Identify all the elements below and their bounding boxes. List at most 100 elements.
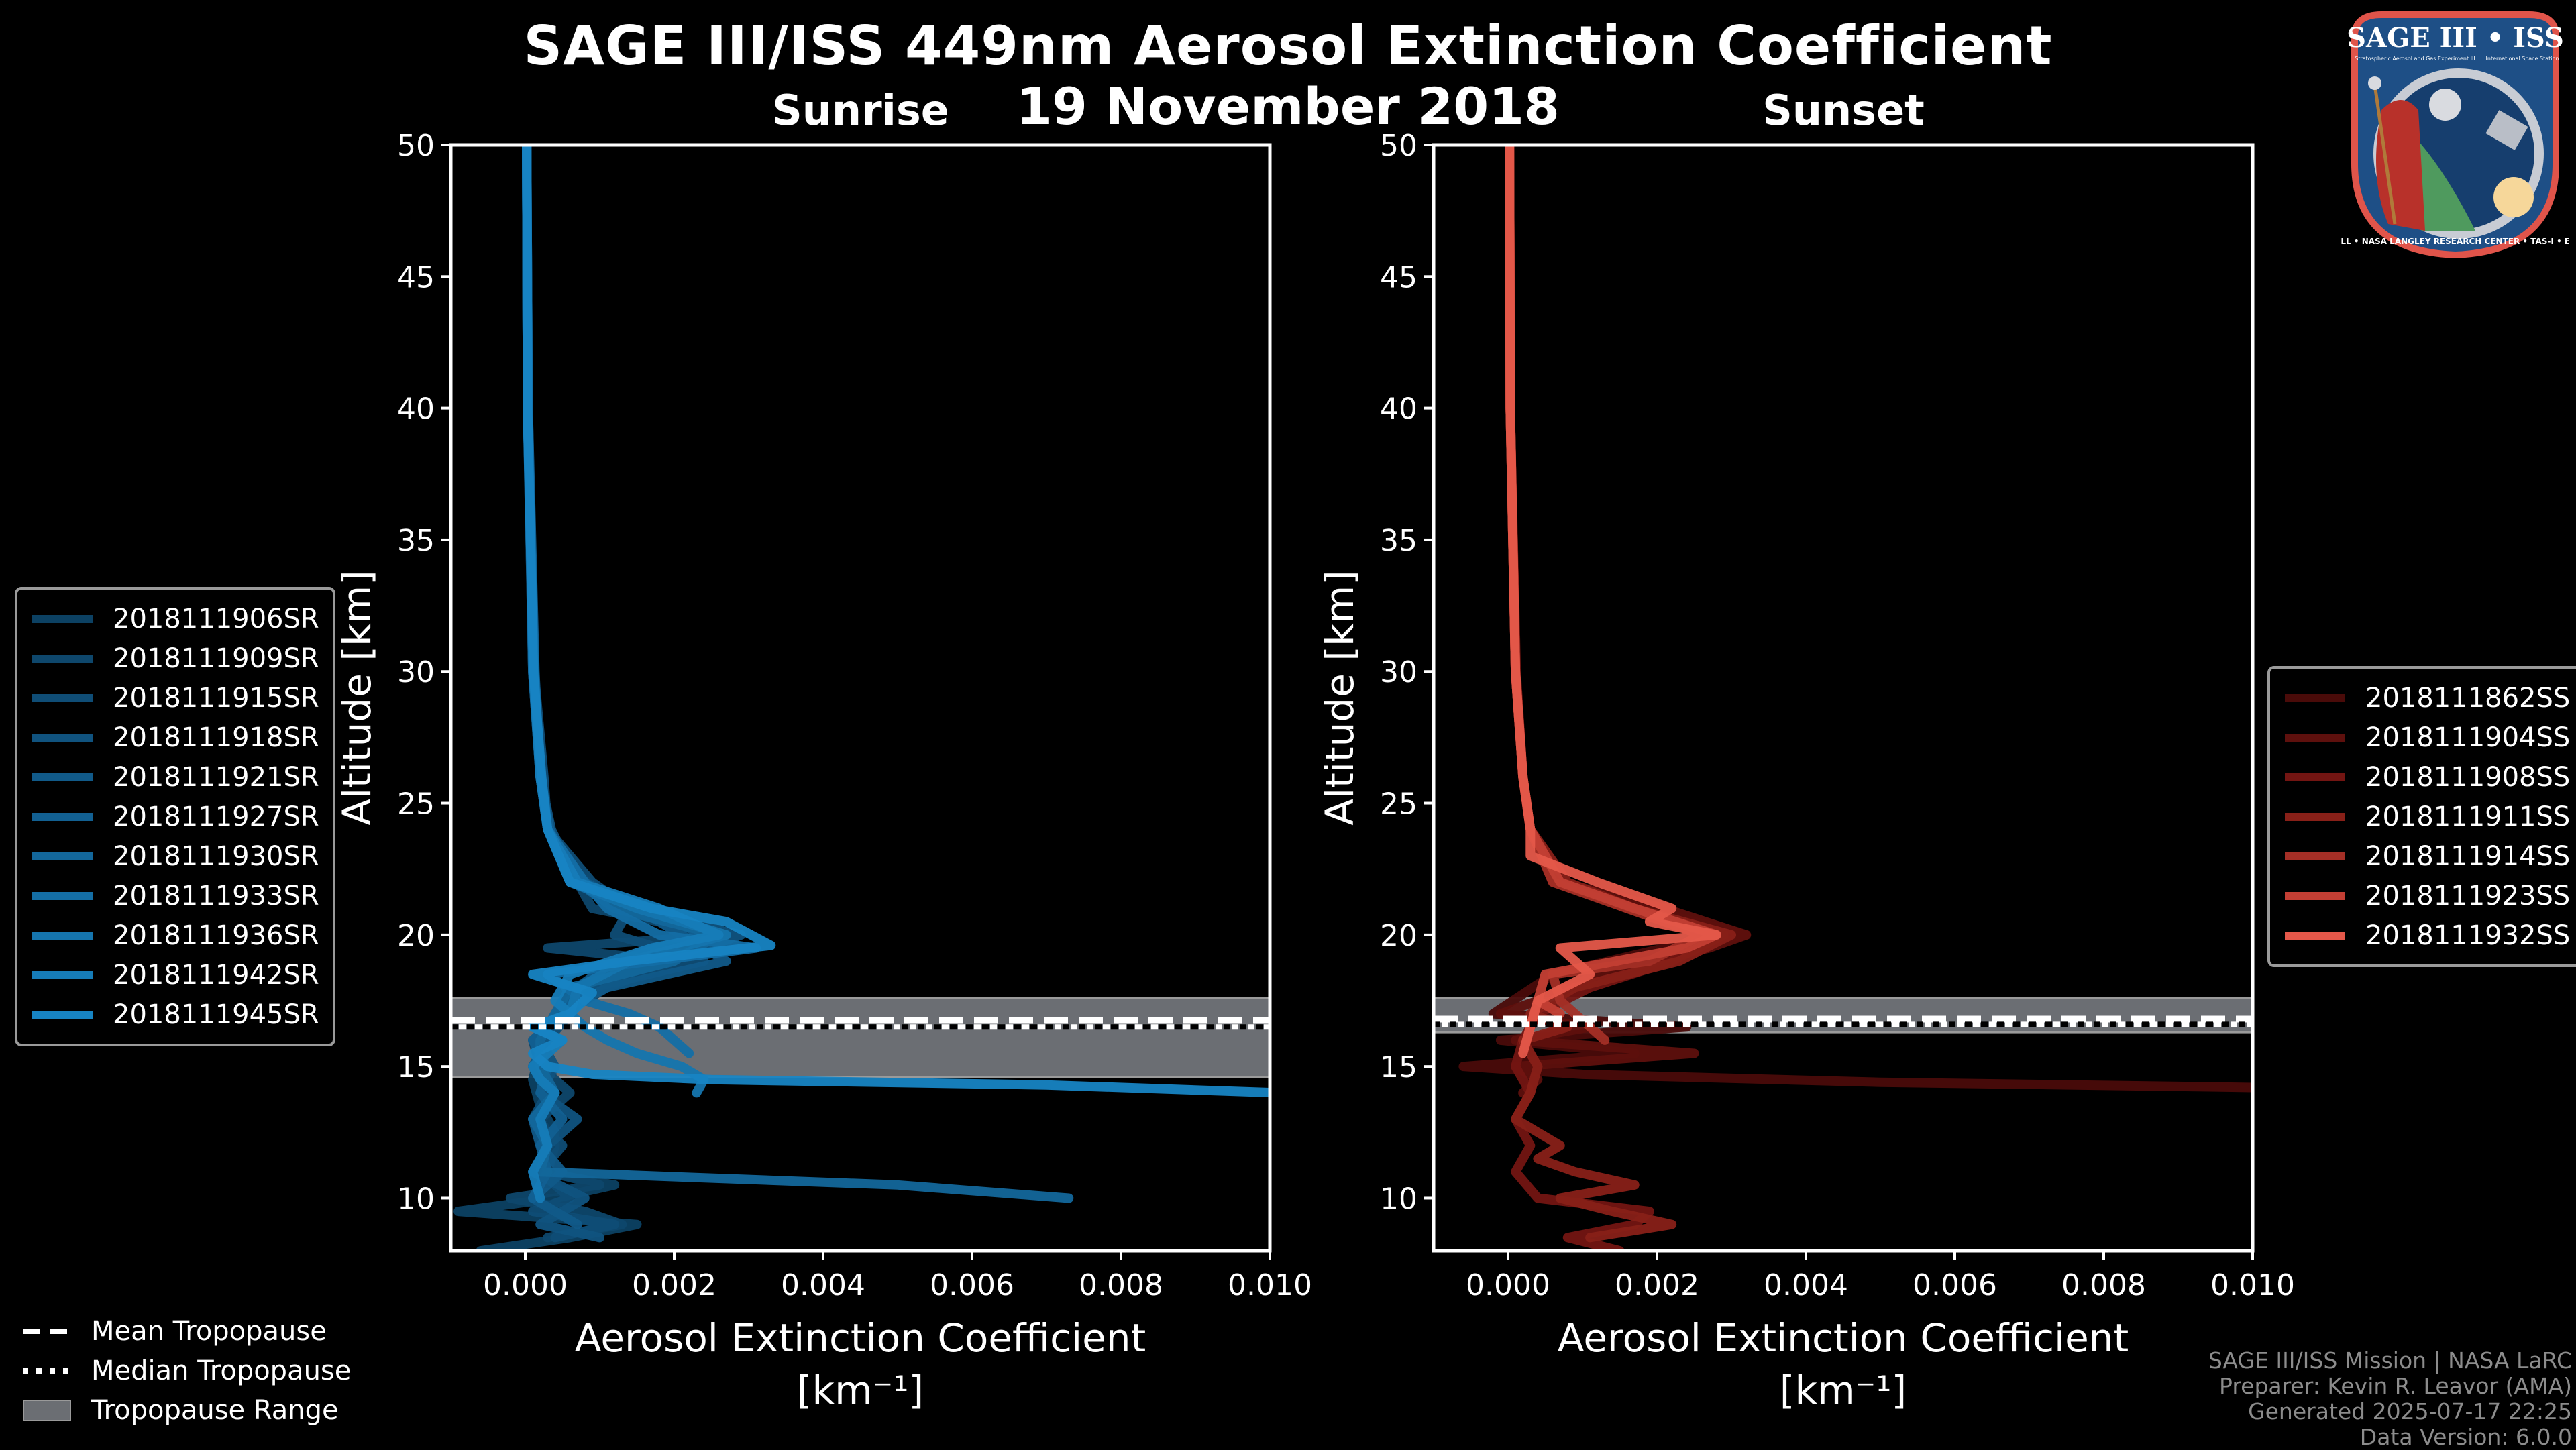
logo-subtitle-right: International Space Station — [2486, 56, 2559, 62]
legend-item: 2018111932SS — [2285, 915, 2570, 955]
legend-swatch — [32, 812, 93, 821]
legend-label: 2018111915SR — [113, 682, 319, 714]
legend-swatch — [2285, 852, 2345, 860]
y-tick-label: 50 — [1380, 129, 1417, 163]
legend-label: 2018111909SR — [113, 643, 319, 674]
legend-item: 2018111921SR — [32, 757, 319, 797]
x-tick-label: 0.008 — [2061, 1268, 2146, 1302]
profile-2018111945SR — [522, 145, 1270, 1098]
range-band-icon — [23, 1399, 71, 1421]
credit-generated: Generated 2025-07-17 22:25 — [2248, 1398, 2572, 1425]
legend-swatch — [2285, 891, 2345, 900]
legend-item: 2018111914SS — [2285, 836, 2570, 876]
legend-item: 2018111923SS — [2285, 876, 2570, 915]
x-tick-label: 0.004 — [1764, 1268, 1848, 1302]
iss-icon — [2485, 110, 2528, 150]
x-axis-label: Aerosol Extinction Coefficient — [1558, 1315, 2129, 1361]
legend-item: 2018111942SR — [32, 955, 319, 995]
legend-swatch — [32, 931, 93, 940]
credits-block: SAGE III/ISS Mission | NASA LaRC Prepare… — [2208, 1348, 2572, 1450]
credit-preparer: Preparer: Kevin R. Leavor (AMA) — [2219, 1373, 2572, 1399]
y-tick-label: 15 — [1380, 1050, 1417, 1084]
legend-label: 2018111923SS — [2365, 880, 2571, 911]
legend-label: 2018111862SS — [2365, 682, 2571, 714]
credit-data-version: Data Version: 6.0.0 — [2359, 1424, 2572, 1450]
x-tick-label: 0.000 — [483, 1268, 568, 1302]
legend-label: 2018111932SS — [2365, 919, 2571, 951]
x-tick-label: 0.002 — [632, 1268, 716, 1302]
y-tick-label: 45 — [1380, 260, 1417, 294]
legend-swatch — [32, 614, 93, 623]
legend-label: 2018111921SR — [113, 761, 319, 793]
legend-mean-tropopause: Mean Tropopause — [23, 1311, 351, 1351]
legend-label: 2018111904SS — [2365, 722, 2571, 753]
moon-icon — [2429, 89, 2461, 121]
x-tick-label: 0.010 — [1228, 1268, 1312, 1302]
sunrise-legend: 2018111906SR 2018111909SR 2018111915SR 2018… — [15, 587, 335, 1046]
plot-frame — [1432, 143, 2255, 1253]
x-axis-units: [km⁻¹] — [797, 1368, 924, 1413]
legend-item: 2018111933SR — [32, 876, 319, 915]
legend-label: 2018111927SR — [113, 801, 319, 832]
x-tick-label: 0.006 — [930, 1268, 1014, 1302]
legend-label: 2018111936SR — [113, 919, 319, 951]
logo-ring-text: BALL • NASA LANGLEY RESEARCH CENTER • TA… — [2341, 237, 2569, 246]
x-tick-label: 0.008 — [1079, 1268, 1163, 1302]
legend-item: 2018111927SR — [32, 797, 319, 836]
tropopause-range-band — [449, 997, 1271, 1078]
y-axis-label: Altitude [km] — [334, 570, 380, 825]
y-tick-label: 25 — [1380, 787, 1417, 822]
legend-item: 2018111915SR — [32, 678, 319, 718]
legend-label: 2018111911SS — [2365, 801, 2571, 832]
legend-swatch — [32, 733, 93, 742]
sunset-legend: 2018111862SS 2018111904SS 2018111908SS 2018… — [2267, 666, 2576, 967]
legend-swatch — [2285, 773, 2345, 781]
logo-title: SAGE III • ISS — [2347, 22, 2564, 54]
legend-swatch — [2285, 733, 2345, 742]
x-tick-label: 0.006 — [1913, 1268, 1997, 1302]
x-tick-label: 0.002 — [1615, 1268, 1699, 1302]
x-tick-label: 0.000 — [1466, 1268, 1550, 1302]
legend-swatch — [32, 773, 93, 781]
dotted-line-icon — [23, 1368, 71, 1374]
x-tick-label: 0.004 — [781, 1268, 865, 1302]
y-tick-label: 40 — [397, 392, 435, 427]
y-tick-label: 40 — [1380, 392, 1417, 427]
legend-item: 2018111930SR — [32, 836, 319, 876]
y-tick-label: 35 — [1380, 524, 1417, 558]
y-axis-label: Altitude [km] — [1317, 570, 1362, 825]
legend-swatch — [2285, 931, 2345, 940]
legend-item: 2018111918SR — [32, 718, 319, 757]
y-tick-label: 30 — [1380, 655, 1417, 689]
credit-mission: SAGE III/ISS Mission | NASA LaRC — [2208, 1347, 2572, 1374]
legend-item: 2018111909SR — [32, 638, 319, 678]
profile-2018111932SS — [1505, 145, 1721, 1058]
y-tick-label: 25 — [397, 787, 435, 822]
legend-tropopause-range: Tropopause Range — [23, 1390, 351, 1430]
legend-label: Tropopause Range — [91, 1394, 339, 1426]
y-tick-label: 20 — [1380, 919, 1417, 953]
logo-subtitle-left: Stratospheric Aerosol and Gas Experiment… — [2355, 56, 2475, 62]
tropopause-legend: Mean Tropopause Median Tropopause Tropop… — [23, 1311, 351, 1430]
profile-2018111908SS — [1505, 145, 1729, 1251]
legend-label: 2018111918SR — [113, 722, 319, 753]
legend-label: 2018111914SS — [2365, 840, 2571, 872]
main-title: SAGE III/ISS 449nm Aerosol Extinction Co… — [523, 15, 2053, 77]
legend-item: 2018111945SR — [32, 995, 319, 1034]
legend-swatch — [32, 852, 93, 860]
legend-item: 2018111862SS — [2285, 678, 2570, 718]
y-tick-label: 35 — [397, 524, 435, 558]
y-tick-label: 10 — [397, 1182, 435, 1216]
y-tick-label: 20 — [397, 919, 435, 953]
sunset-plot: 10 15 20 25 30 35 40 45 50 0.000 0.002 0.004 0.006 0.… — [1317, 129, 2295, 1413]
legend-swatch — [32, 1010, 93, 1019]
y-tick-label: 15 — [397, 1050, 435, 1084]
sage-iii-iss-mission-logo: SAGE III • ISS Stratospheric Aerosol and… — [2341, 11, 2569, 259]
legend-swatch — [2285, 812, 2345, 821]
legend-swatch — [2285, 693, 2345, 702]
legend-swatch — [32, 891, 93, 900]
legend-item: 2018111936SR — [32, 915, 319, 955]
wizard-icon — [2376, 100, 2425, 231]
y-tick-label: 10 — [1380, 1182, 1417, 1216]
